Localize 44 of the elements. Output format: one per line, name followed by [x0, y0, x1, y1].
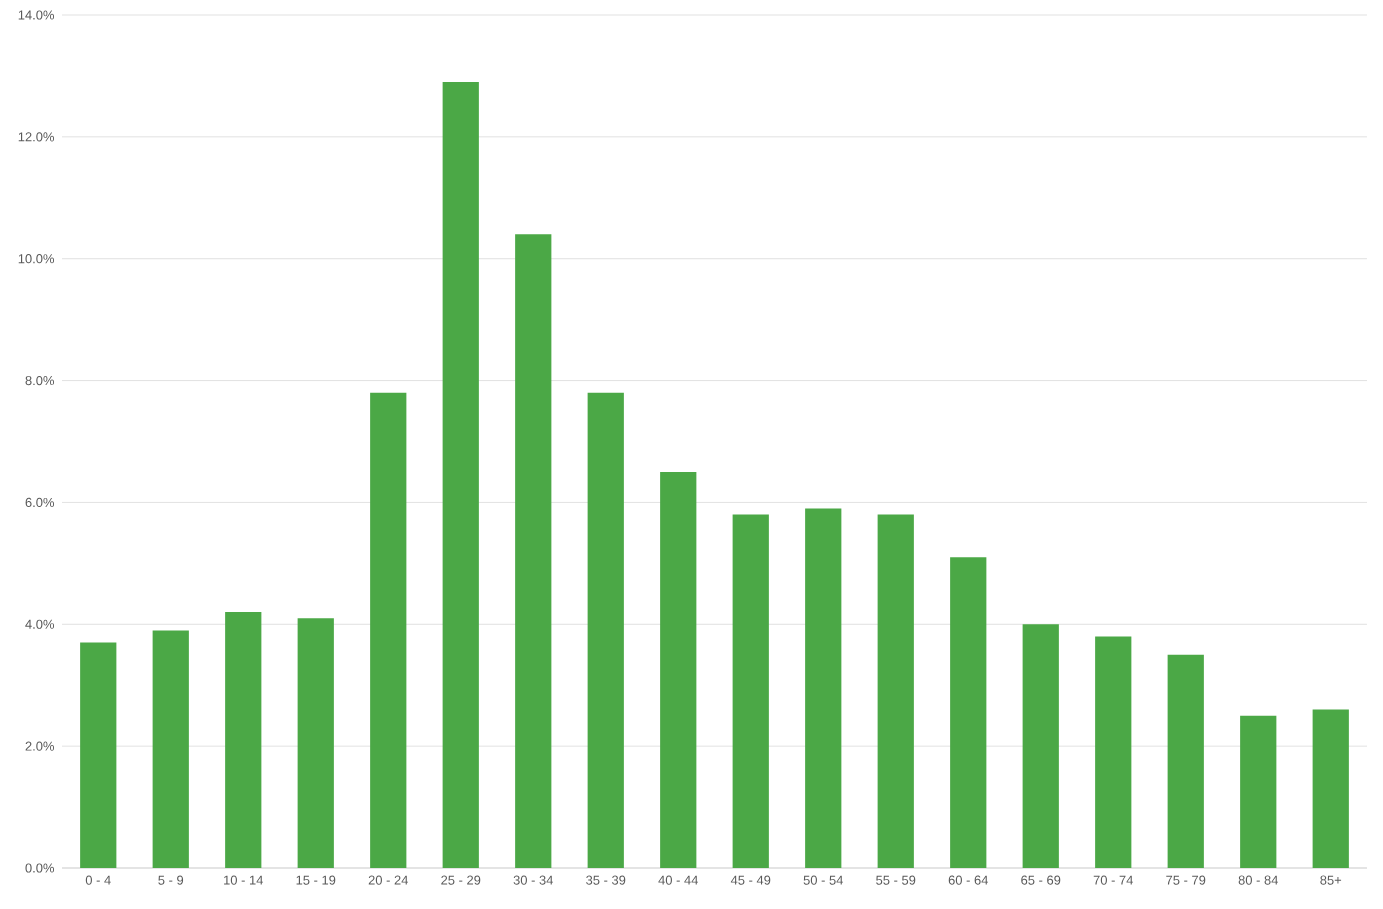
- x-tick-label: 0 - 4: [85, 875, 111, 885]
- bar: [1022, 624, 1059, 868]
- y-tick-label: 6.0%: [25, 497, 55, 508]
- y-tick-label: 14.0%: [18, 10, 55, 20]
- x-tick-label: 60 - 64: [948, 875, 989, 885]
- x-tick-label: 30 - 34: [513, 875, 554, 885]
- bar: [370, 392, 407, 868]
- x-tick-label: 75 - 79: [1166, 875, 1206, 885]
- y-tick-label: 10.0%: [18, 254, 55, 264]
- x-tick-label: 55 - 59: [876, 875, 916, 885]
- bar: [1095, 636, 1132, 868]
- bar: [950, 557, 987, 868]
- bar: [442, 82, 479, 868]
- bar: [877, 514, 914, 868]
- x-tick-label: 50 - 54: [803, 875, 844, 885]
- x-tick-label: 65 - 69: [1021, 875, 1061, 885]
- x-tick-label: 5 - 9: [158, 875, 184, 885]
- bar: [152, 630, 189, 868]
- x-tick-label: 15 - 19: [296, 875, 336, 885]
- x-tick-label: 70 - 74: [1093, 875, 1134, 885]
- y-tick-label: 4.0%: [25, 619, 55, 629]
- bar: [515, 234, 552, 868]
- y-tick-label: 8.0%: [25, 375, 55, 386]
- x-tick-label: 25 - 29: [441, 875, 481, 885]
- bar: [587, 392, 624, 868]
- bar: [805, 508, 842, 868]
- y-tick-label: 2.0%: [25, 741, 55, 751]
- x-tick-label: 85+: [1320, 875, 1342, 885]
- bar: [732, 514, 769, 868]
- x-tick-label: 10 - 14: [224, 875, 264, 885]
- bar: [1312, 709, 1349, 868]
- bar: [1240, 715, 1277, 868]
- bar: [297, 618, 334, 868]
- x-tick-label: 40 - 44: [658, 875, 699, 885]
- bar: [225, 612, 262, 868]
- x-tick-label: 80 - 84: [1238, 875, 1279, 885]
- bar: [1167, 654, 1204, 868]
- x-tick-label: 45 - 49: [730, 875, 771, 885]
- bar: [80, 642, 117, 868]
- y-tick-label: 12.0%: [18, 132, 55, 142]
- y-tick-label: 0.0%: [25, 863, 55, 873]
- x-tick-label: 35 - 39: [586, 875, 626, 885]
- bar: [660, 471, 697, 868]
- x-tick-label: 20 - 24: [368, 875, 409, 885]
